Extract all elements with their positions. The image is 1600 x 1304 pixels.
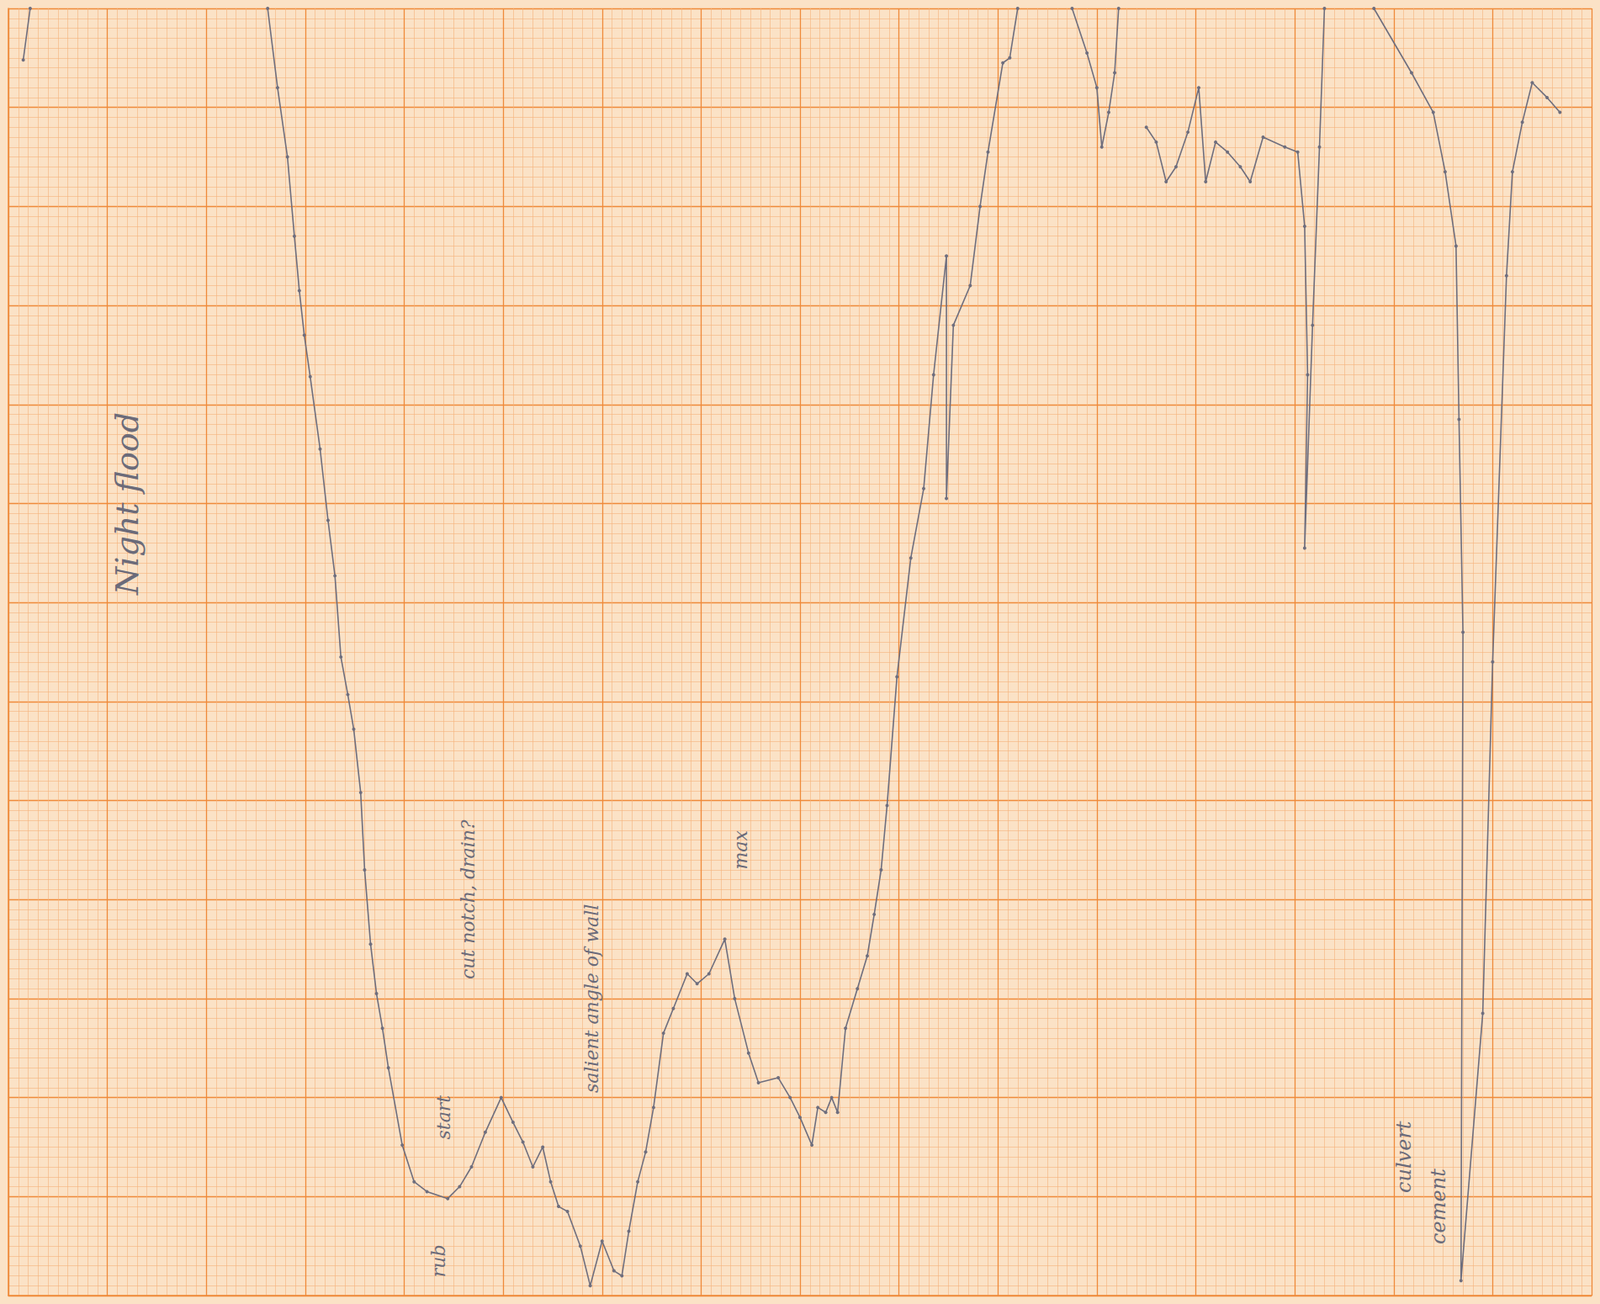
svg-text:culvert: culvert [1392,1120,1416,1193]
svg-text:cut notch, drain?: cut notch, drain? [457,819,479,980]
svg-text:start: start [433,1095,455,1140]
svg-text:Night flood: Night flood [108,412,146,596]
svg-text:max: max [730,830,752,870]
svg-text:cement: cement [1426,1168,1451,1245]
svg-text:salient angle of wall: salient angle of wall [581,904,603,1093]
svg-text:rub: rub [428,1244,450,1277]
